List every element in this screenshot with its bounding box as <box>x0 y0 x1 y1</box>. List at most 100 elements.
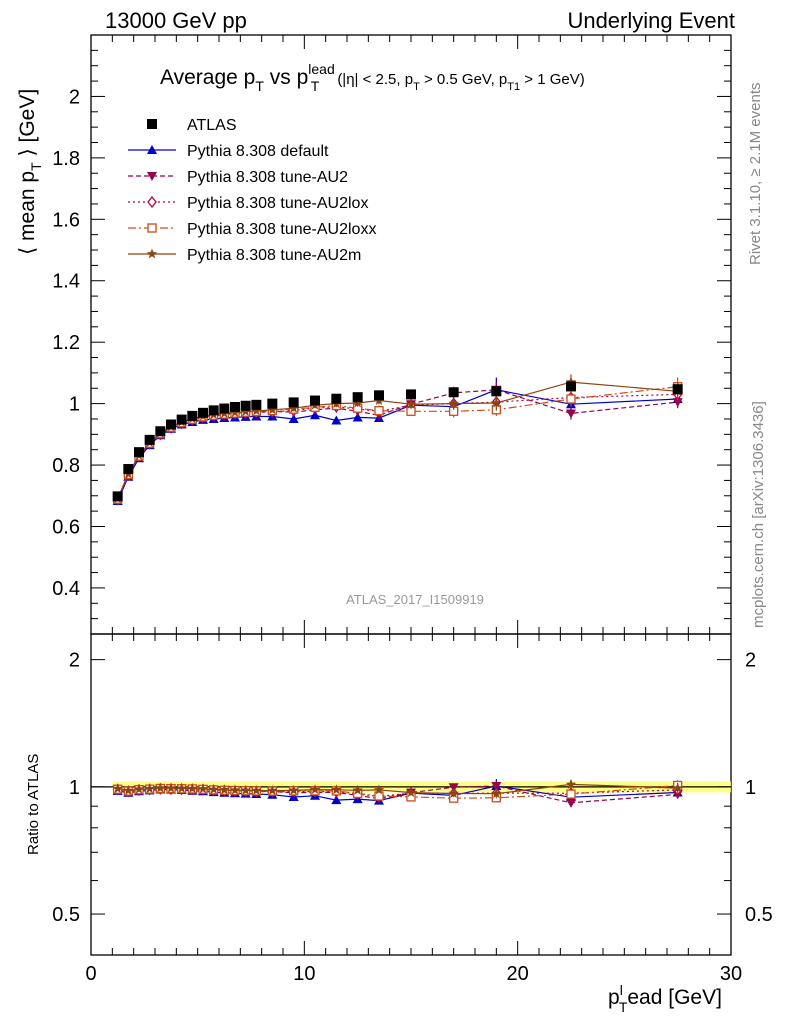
series-line-default <box>117 389 678 502</box>
ratio-point-au2m <box>331 784 342 795</box>
point-atlas <box>352 392 363 403</box>
ratio-y-tick-label-right: 2 <box>745 650 756 672</box>
title-cuts-b: > 0.5 GeV, p <box>420 71 507 88</box>
point-au2m <box>240 406 251 417</box>
x-axis-label: pl Tead [GeV] <box>608 982 722 1015</box>
legend-marker-atlas <box>147 119 157 129</box>
point-atlas <box>374 390 384 401</box>
xlabel-a: p <box>608 986 620 1009</box>
analysis-watermark: ATLAS_2017_I1509919 <box>346 592 484 607</box>
point-au2 <box>566 409 576 419</box>
ylabel-main-end: ⟩ [GeV] <box>16 89 39 163</box>
plot-title: Average pT vs plead T (|η| < 2.5, pT > 0.5… <box>160 61 585 94</box>
ratio-point-au2m <box>309 784 321 794</box>
header-left: 13000 GeV pp <box>105 8 247 33</box>
point-atlas <box>230 401 240 412</box>
y-tick-label: 0.4 <box>52 578 80 600</box>
legend: ATLAS Pythia 8.308 default Pythia 8.308 tu… <box>128 117 376 264</box>
title-cuts-c: > 1 GeV) <box>520 71 585 88</box>
ylabel-main-sub: T <box>28 162 44 171</box>
title-cuts-sub1: T <box>413 81 420 93</box>
point-atlas <box>566 381 576 392</box>
point-atlas <box>198 407 208 418</box>
legend-marker-au2loxx <box>147 223 157 233</box>
point-default <box>310 410 320 420</box>
point-atlas <box>176 414 187 425</box>
xlabel-sup: l <box>620 982 623 998</box>
point-au2m <box>491 397 502 408</box>
main-series-layer <box>112 374 683 506</box>
point-atlas <box>134 447 144 458</box>
legend-label-au2loxx: Pythia 8.308 tune-AU2loxx <box>187 221 376 238</box>
ratio-y-tick-label: 2 <box>69 650 80 672</box>
series-line-au2m <box>117 381 678 499</box>
point-atlas <box>331 393 342 404</box>
header-right: Underlying Event <box>567 8 735 33</box>
y-tick-label: 0.6 <box>52 516 80 538</box>
ratio-y-tick-label-right: 0.5 <box>745 904 773 926</box>
ratio-point-au2m <box>123 785 134 796</box>
point-atlas <box>166 419 176 430</box>
point-atlas <box>267 398 278 409</box>
legend-marker-au2m <box>146 248 158 259</box>
point-atlas <box>310 395 320 406</box>
point-atlas <box>448 387 459 398</box>
point-au2m <box>267 404 278 415</box>
ratio-point-au2m <box>240 784 251 795</box>
point-atlas <box>240 400 251 411</box>
x-tick-label: 10 <box>293 963 315 985</box>
point-au2 <box>672 398 683 408</box>
point-default <box>352 412 363 422</box>
title-sub2: T <box>311 78 320 94</box>
ratio-point-au2m <box>491 788 502 799</box>
point-au2m <box>448 398 459 409</box>
ratio-point-au2m <box>133 783 145 794</box>
y-axis-label-ratio: Ratio to ATLAS <box>25 754 42 855</box>
point-default <box>331 415 342 425</box>
ratio-point-au2m <box>405 787 417 798</box>
point-au2m <box>251 405 262 416</box>
legend-label-default: Pythia 8.308 default <box>187 143 329 160</box>
ratio-y-tick-label-right: 1 <box>745 777 756 799</box>
ratio-point-au2m <box>251 785 262 795</box>
ratio-point-au2m <box>565 778 577 789</box>
point-atlas <box>219 403 230 414</box>
y-tick-label: 1.8 <box>52 148 80 170</box>
legend-label-au2lox: Pythia 8.308 tune-AU2lox <box>187 195 368 212</box>
point-au2m <box>405 398 417 409</box>
x-tick-label: 0 <box>85 963 96 985</box>
point-atlas <box>208 405 219 416</box>
ratio-point-au2m <box>267 785 278 795</box>
point-default <box>288 413 299 423</box>
xlabel-sub: T <box>619 999 628 1015</box>
legend-label-atlas: ATLAS <box>187 117 237 134</box>
point-atlas <box>406 389 416 400</box>
point-atlas <box>144 434 155 445</box>
ticks-layer: 0 10 20 30 0.4 0.6 0.8 1 1.2 1.4 1.6 1.8 2 0.5 0.5 1 1 2 2 <box>52 34 773 985</box>
ratio-point-au2m <box>197 783 209 794</box>
point-atlas <box>123 464 134 475</box>
ratio-point-au2m <box>208 784 219 794</box>
title-vs: vs p <box>264 66 308 89</box>
y-axis-label-main: ⟨ mean pT ⟩ [GeV] <box>16 89 44 255</box>
title-cuts-a: (|η| < 2.5, p <box>337 71 413 88</box>
point-atlas <box>187 410 198 421</box>
ratio-point-au2m <box>155 782 166 793</box>
title-cuts-sub2: T1 <box>507 81 520 93</box>
legend-marker-au2 <box>147 172 157 181</box>
xlabel-b: ead [GeV] <box>627 986 722 1009</box>
ratio-point-au2m <box>219 784 230 795</box>
y-tick-label: 2 <box>69 86 80 108</box>
point-au2m <box>229 407 241 417</box>
ratio-series-layer <box>112 778 683 808</box>
x-tick-label: 20 <box>507 963 529 985</box>
point-atlas <box>155 426 166 437</box>
ratio-point-au2m <box>144 783 155 794</box>
ratio-point-default <box>331 795 342 805</box>
ratio-point-au2m <box>229 784 241 795</box>
point-atlas <box>112 491 123 502</box>
y-tick-label: 0.8 <box>52 455 80 477</box>
point-atlas <box>288 397 299 408</box>
point-au2loxx <box>374 406 384 416</box>
